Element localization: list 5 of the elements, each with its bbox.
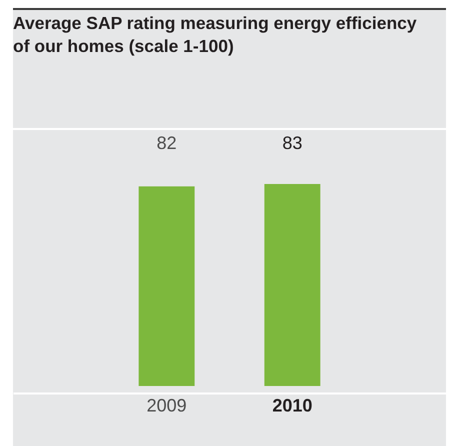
chart-title: Average SAP rating measuring energy efficiency of our homes (scale 1-100) [13,12,418,57]
x-tick-label: 2009 [146,396,187,416]
x-tick-label: 2010 [272,396,312,416]
data-label: 83 [282,133,302,153]
data-label: 82 [156,133,177,153]
